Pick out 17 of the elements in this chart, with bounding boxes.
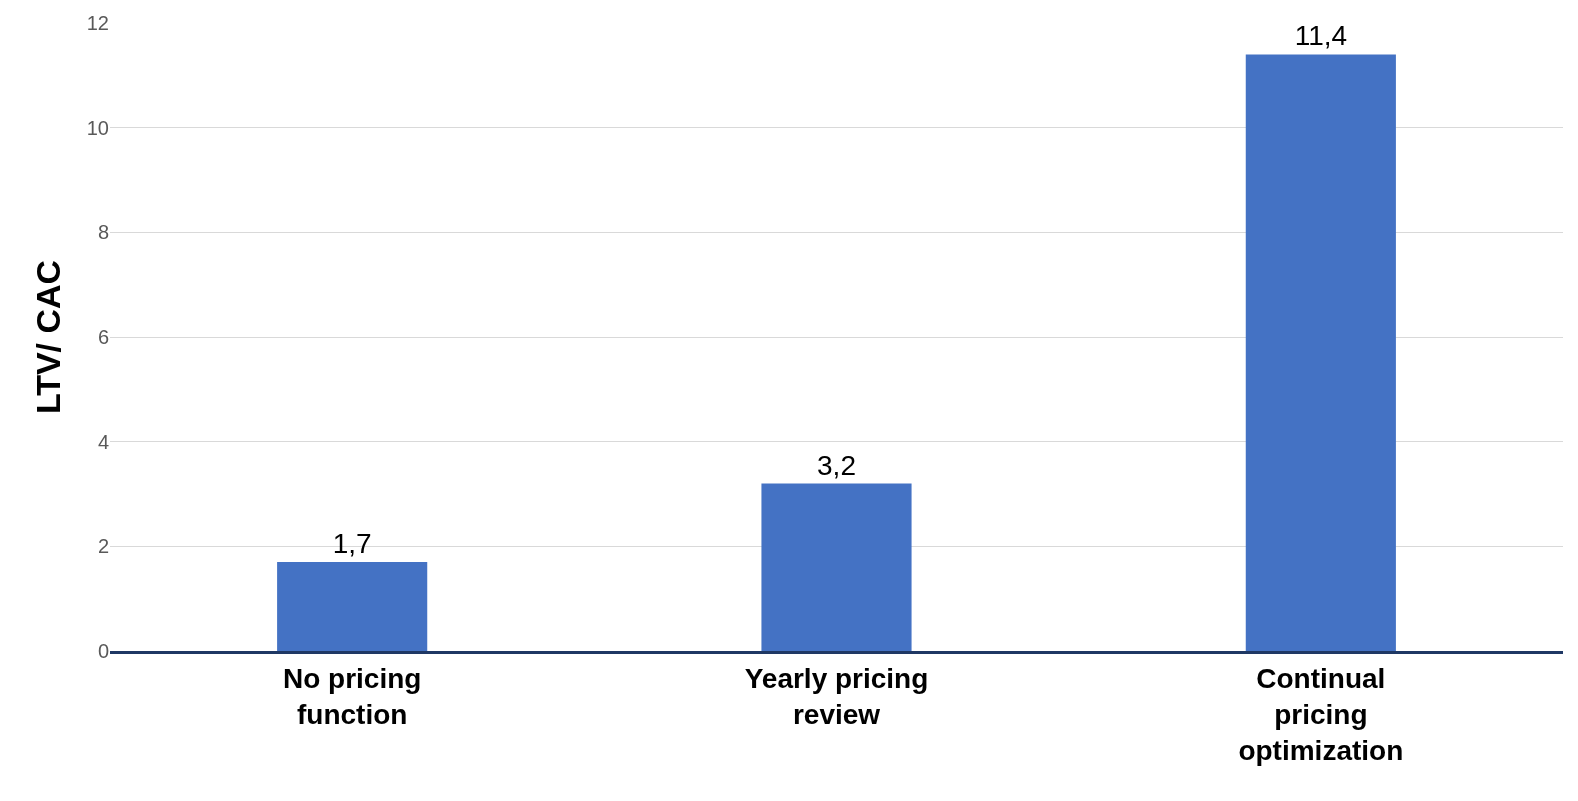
y-tick-label: 10 <box>86 116 109 139</box>
y-axis-title: LTV/ CAC <box>29 259 68 415</box>
data-label: 1,7 <box>332 528 372 560</box>
x-tick-label: Yearly pricing review <box>744 662 929 730</box>
x-tick-label: No pricing function <box>282 662 422 730</box>
bar <box>277 562 428 651</box>
x-tick-label: Continual pricing optimization <box>1238 662 1404 767</box>
data-label: 3,2 <box>817 449 856 481</box>
data-label: 11,4 <box>1294 20 1348 52</box>
y-tick-label: 0 <box>97 640 109 662</box>
y-tick-label: 6 <box>97 326 109 348</box>
bar <box>1245 54 1396 651</box>
bar <box>761 483 912 651</box>
y-tick-label: 4 <box>97 430 109 453</box>
y-tick-label: 2 <box>97 535 109 558</box>
y-tick-label: 8 <box>97 221 109 244</box>
y-tick-label: 12 <box>86 12 109 34</box>
